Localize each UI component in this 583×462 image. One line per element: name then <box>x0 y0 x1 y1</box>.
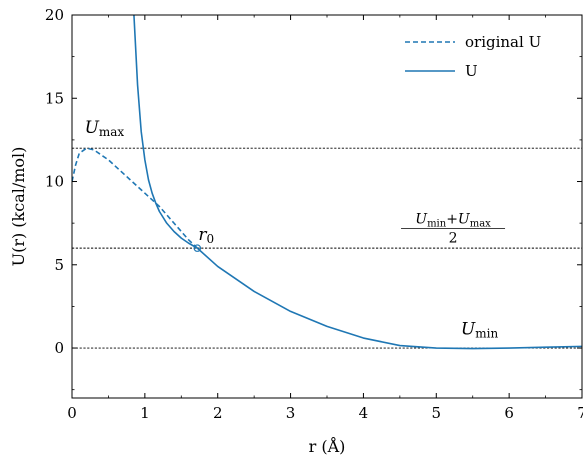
reference-lines <box>72 147 582 349</box>
y-tick-label-0: 0 <box>54 339 64 357</box>
x-axis-label: r (Å) <box>309 436 346 456</box>
y-tick-label-3: 15 <box>45 89 64 107</box>
umin-label: Umin <box>461 320 499 341</box>
series-layer <box>72 15 582 350</box>
series-line-0 <box>72 147 198 249</box>
y-tick-label-4: 20 <box>45 6 64 24</box>
legend-label-0: original U <box>465 33 541 51</box>
x-tick-label-4: 4 <box>359 404 369 422</box>
r0-label: r0 <box>198 225 214 246</box>
legend: original U U <box>405 33 541 80</box>
x-tick-label-3: 3 <box>286 404 296 422</box>
series-line-1 <box>133 15 582 350</box>
umax-label: Umax <box>85 118 125 139</box>
y-tick-label-1: 5 <box>54 256 64 274</box>
legend-label-1: U <box>465 62 478 80</box>
x-tick-label-5: 5 <box>432 404 442 422</box>
fraction-numerator: Umin+Umax <box>415 211 491 229</box>
r0-marker <box>193 244 202 252</box>
x-tick-label-7: 7 <box>577 404 583 422</box>
y-tick-label-2: 10 <box>45 173 64 191</box>
x-tick-label-0: 0 <box>67 404 77 422</box>
fraction-denominator: 2 <box>449 230 458 246</box>
x-tick-label-2: 2 <box>213 404 223 422</box>
y-axis-label: U(r) (kcal/mol) <box>9 147 28 267</box>
x-tick-label-1: 1 <box>140 404 150 422</box>
x-tick-label-6: 6 <box>504 404 514 422</box>
axes-frame <box>71 14 583 399</box>
axes: 0 1 2 3 4 5 6 7 0 5 10 15 20 r (Å) U(r) (kcal/mol) <box>9 6 583 456</box>
